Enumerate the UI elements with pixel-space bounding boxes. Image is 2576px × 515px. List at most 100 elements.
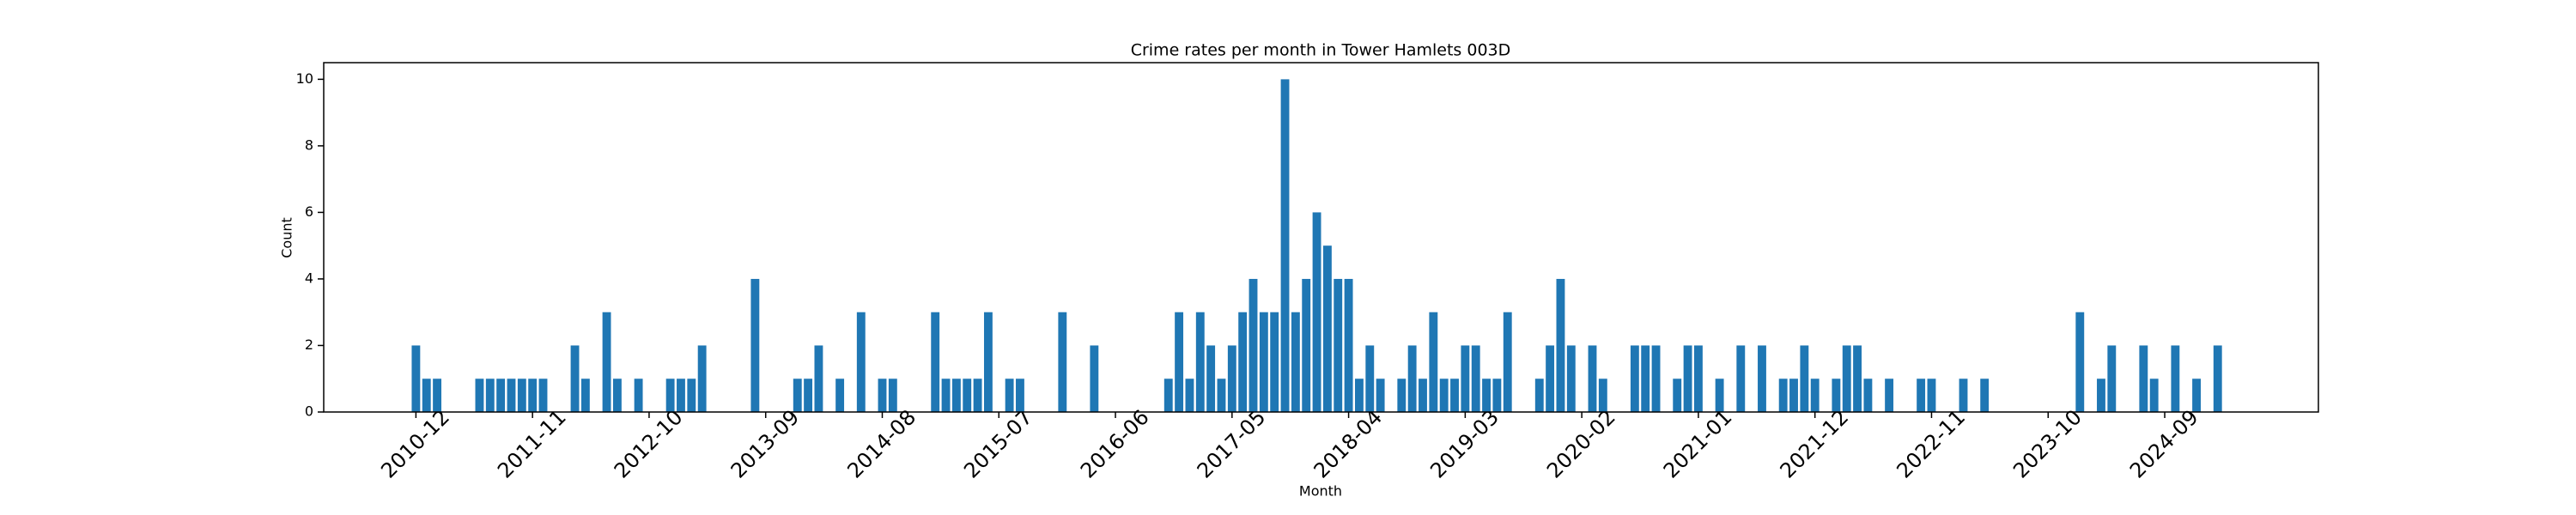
bar bbox=[1715, 379, 1724, 412]
bar bbox=[1429, 312, 1438, 412]
y-tick-label: 8 bbox=[305, 136, 313, 153]
bar bbox=[475, 379, 484, 412]
bar bbox=[1344, 278, 1353, 412]
bar bbox=[1259, 312, 1268, 412]
bar bbox=[1863, 379, 1873, 412]
bar bbox=[1842, 345, 1851, 412]
bar bbox=[1090, 345, 1099, 412]
bar bbox=[1227, 345, 1236, 412]
bar bbox=[1312, 212, 1321, 412]
bar bbox=[1185, 379, 1194, 412]
bar bbox=[1566, 345, 1576, 412]
bar bbox=[1238, 312, 1248, 412]
bar bbox=[835, 379, 845, 412]
bar bbox=[888, 379, 897, 412]
bar bbox=[1407, 345, 1417, 412]
bar bbox=[1439, 379, 1449, 412]
bar bbox=[1598, 379, 1607, 412]
bar bbox=[570, 345, 580, 412]
bar bbox=[665, 379, 675, 412]
bar bbox=[1270, 312, 1279, 412]
bar bbox=[2097, 379, 2105, 412]
bar bbox=[2149, 379, 2159, 412]
bar bbox=[485, 379, 495, 412]
bar bbox=[2192, 379, 2201, 412]
bar bbox=[677, 379, 685, 412]
bar bbox=[1534, 379, 1544, 412]
bar bbox=[1280, 79, 1290, 412]
bar bbox=[1058, 312, 1067, 412]
bar bbox=[1302, 278, 1311, 412]
bar bbox=[507, 379, 516, 412]
bar bbox=[1503, 312, 1512, 412]
bar bbox=[1461, 345, 1470, 412]
bar bbox=[931, 312, 940, 412]
bar bbox=[687, 379, 696, 412]
bar bbox=[1163, 379, 1173, 412]
bar bbox=[1736, 345, 1746, 412]
bar bbox=[1016, 379, 1024, 412]
bar bbox=[2075, 312, 2085, 412]
bar bbox=[2171, 345, 2180, 412]
bar bbox=[941, 379, 951, 412]
bar bbox=[422, 379, 431, 412]
bar bbox=[1588, 345, 1597, 412]
bar bbox=[1334, 278, 1343, 412]
bar bbox=[1365, 345, 1375, 412]
bar bbox=[1927, 379, 1936, 412]
y-tick-label: 2 bbox=[305, 336, 313, 353]
bar bbox=[1450, 379, 1459, 412]
bar bbox=[1376, 379, 1385, 412]
bar bbox=[496, 379, 506, 412]
bar bbox=[1641, 345, 1650, 412]
bar bbox=[973, 379, 982, 412]
bar bbox=[1693, 345, 1703, 412]
bar bbox=[1778, 379, 1788, 412]
y-tick-label: 0 bbox=[305, 403, 313, 420]
bar bbox=[411, 345, 421, 412]
bar bbox=[1175, 312, 1184, 412]
bar bbox=[1789, 379, 1798, 412]
bar bbox=[1206, 345, 1216, 412]
bar bbox=[1683, 345, 1692, 412]
bar bbox=[804, 379, 813, 412]
bar bbox=[2139, 345, 2148, 412]
bar bbox=[750, 278, 760, 412]
bar bbox=[1853, 345, 1862, 412]
bar bbox=[1832, 379, 1841, 412]
y-axis-label: Count bbox=[279, 217, 295, 258]
bar bbox=[517, 379, 526, 412]
bar bbox=[856, 312, 866, 412]
bar bbox=[612, 379, 622, 412]
bar bbox=[1217, 379, 1226, 412]
bar bbox=[1980, 379, 1990, 412]
bar bbox=[1800, 345, 1809, 412]
bar bbox=[1249, 278, 1258, 412]
bar bbox=[1673, 379, 1682, 412]
bar bbox=[1471, 345, 1480, 412]
chart-title: Crime rates per month in Tower Hamlets 0… bbox=[1131, 41, 1511, 60]
bar bbox=[1651, 345, 1661, 412]
y-tick-label: 10 bbox=[296, 70, 313, 87]
bar bbox=[1758, 345, 1766, 412]
bar bbox=[1419, 379, 1427, 412]
bar bbox=[1959, 379, 1968, 412]
bar bbox=[1397, 379, 1406, 412]
bar bbox=[433, 379, 442, 412]
bar bbox=[602, 312, 611, 412]
bar bbox=[2213, 345, 2222, 412]
y-tick-label: 6 bbox=[305, 203, 313, 220]
bar bbox=[538, 379, 548, 412]
bar bbox=[1917, 379, 1926, 412]
bar bbox=[1810, 379, 1820, 412]
bar bbox=[1291, 312, 1300, 412]
bar bbox=[1885, 379, 1894, 412]
bar bbox=[1630, 345, 1639, 412]
bar bbox=[1195, 312, 1205, 412]
bar bbox=[2107, 345, 2117, 412]
bar bbox=[1546, 345, 1555, 412]
bar bbox=[634, 379, 643, 412]
bar bbox=[1492, 379, 1502, 412]
bar bbox=[951, 379, 961, 412]
